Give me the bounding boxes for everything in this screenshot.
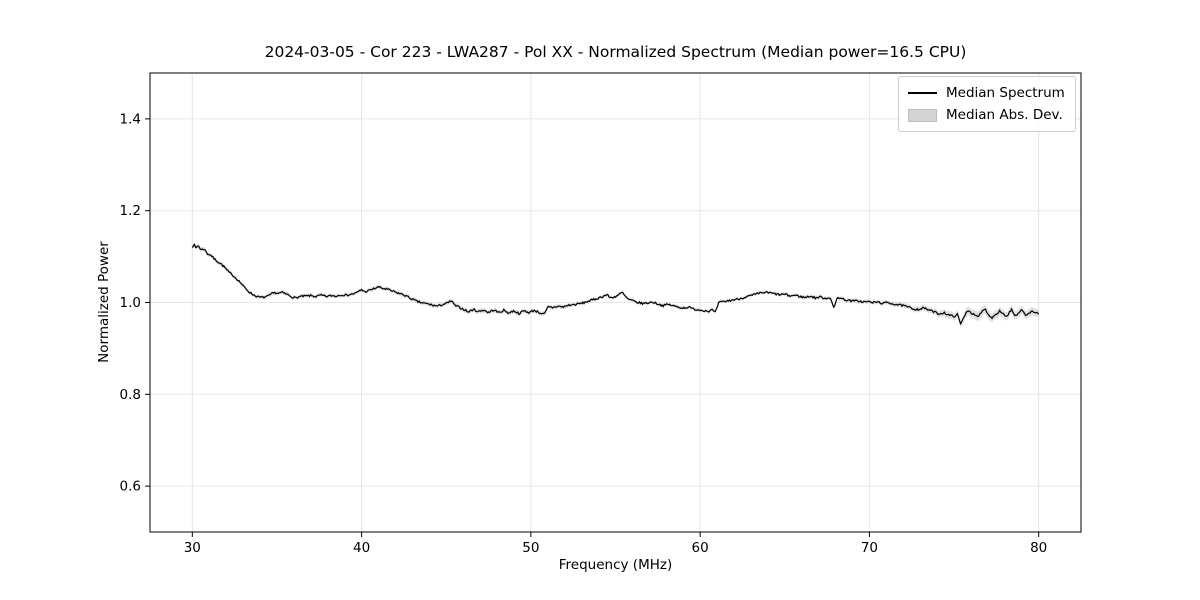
legend-entry-median-spectrum: Median Spectrum	[908, 82, 1065, 104]
x-tick-label: 50	[522, 540, 539, 556]
y-tick-label: 1.4	[120, 111, 141, 127]
y-tick-label: 0.6	[120, 479, 141, 495]
x-tick-label: 80	[1030, 540, 1047, 556]
x-tick-label: 70	[861, 540, 878, 556]
y-axis-label-text: Normalized Power	[96, 241, 112, 363]
x-tick-label: 40	[353, 540, 370, 556]
legend-line-swatch	[908, 92, 937, 94]
x-tick-label: 60	[692, 540, 709, 556]
y-tick-label: 1.2	[120, 203, 141, 219]
legend-label: Median Abs. Dev.	[946, 107, 1063, 123]
x-axis-label: Frequency (MHz)	[558, 557, 673, 573]
legend-entry-median-abs-dev: Median Abs. Dev.	[908, 104, 1065, 126]
y-tick-label: 1.0	[120, 295, 141, 311]
legend: Median Spectrum Median Abs. Dev.	[898, 76, 1076, 132]
legend-label: Median Spectrum	[946, 85, 1065, 101]
chart-title: 2024-03-05 - Cor 223 - LWA287 - Pol XX -…	[264, 43, 967, 61]
legend-patch-swatch	[908, 108, 937, 122]
x-tick-label: 30	[184, 540, 201, 556]
y-tick-label: 0.8	[120, 387, 141, 403]
